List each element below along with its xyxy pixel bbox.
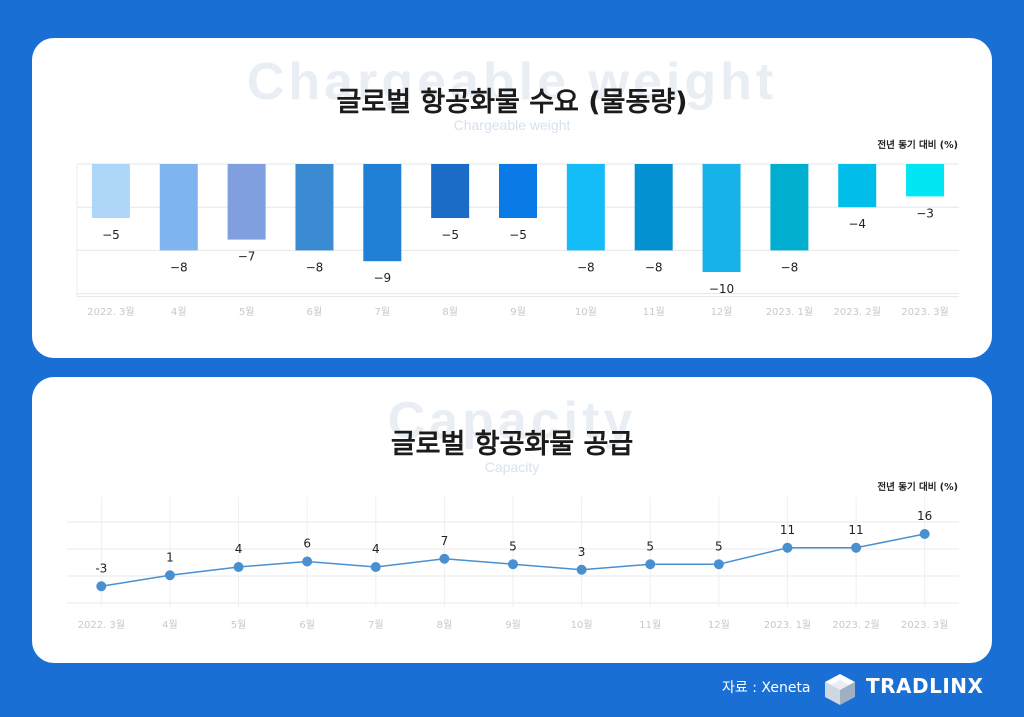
x-tick-label: 8월	[442, 306, 458, 318]
bar	[363, 164, 402, 262]
data-point	[919, 529, 930, 539]
demand-unit-label: 전년 동기 대비 (%)	[877, 140, 958, 151]
point-value-label: 7	[441, 534, 449, 548]
data-point	[576, 564, 587, 575]
bar	[906, 164, 945, 197]
x-tick-label: 11월	[643, 306, 665, 318]
data-point	[851, 542, 862, 553]
capacity-watermark: Capacity	[387, 392, 637, 450]
x-tick-label: 10월	[571, 619, 593, 631]
bar-value-label: −5	[102, 228, 120, 242]
x-tick-label: 7월	[368, 619, 384, 631]
data-point	[96, 581, 107, 592]
point-value-label: 11	[848, 523, 863, 537]
x-tick-label: 8월	[437, 619, 453, 631]
bar	[91, 164, 130, 218]
cube-icon	[825, 674, 855, 705]
bar-value-label: −5	[509, 228, 527, 242]
demand-chart-subtitle: Chargeable weight	[453, 117, 571, 133]
point-value-label: 4	[235, 542, 243, 556]
point-value-label: 16	[917, 509, 932, 523]
x-tick-label: 2022. 3월	[78, 619, 125, 631]
data-point	[508, 559, 518, 570]
demand-chart-card: Chargeable weight 글로벌 항공화물 수요 (물동량) Char…	[32, 38, 992, 358]
bar	[702, 164, 741, 272]
x-tick-label: 2023. 1월	[764, 619, 811, 631]
brand-logo-text: TRADLINX	[866, 674, 984, 698]
bar-value-label: −10	[709, 282, 734, 296]
bar-value-label: −5	[441, 228, 459, 242]
capacity-chart-card: Capacity 글로벌 항공화물 공급 Capacity 전년 동기 대비 (…	[32, 377, 992, 663]
point-value-label: -3	[95, 561, 107, 575]
x-tick-label: 2023. 1월	[766, 306, 813, 318]
x-tick-label: 5월	[231, 619, 247, 631]
data-point	[370, 562, 381, 572]
demand-chart-title: 글로벌 항공화물 수요 (물동량)	[336, 87, 688, 118]
bar	[838, 164, 877, 208]
capacity-unit-label: 전년 동기 대비 (%)	[877, 482, 958, 493]
x-tick-label: 7월	[375, 306, 391, 318]
bar	[227, 164, 266, 240]
demand-watermark: Chargeable weight	[246, 53, 778, 111]
bar	[431, 164, 470, 218]
point-value-label: 6	[303, 537, 311, 551]
x-tick-label: 6월	[299, 619, 315, 631]
bar-value-label: −8	[781, 260, 799, 274]
bar-value-label: −8	[170, 260, 188, 274]
bar	[566, 164, 605, 251]
x-tick-label: 12월	[711, 306, 733, 318]
data-point	[713, 559, 724, 570]
bar-value-label: −8	[306, 260, 324, 274]
data-point	[164, 570, 175, 581]
x-tick-label: 2022. 3월	[87, 306, 134, 318]
bar-value-label: −9	[373, 271, 391, 285]
bar-value-label: −7	[238, 250, 256, 264]
x-tick-label: 9월	[505, 619, 521, 631]
point-value-label: 4	[372, 542, 380, 556]
x-tick-label: 2023. 2월	[834, 306, 881, 318]
bar-value-label: −8	[645, 260, 663, 274]
data-point	[782, 542, 793, 553]
point-value-label: 5	[715, 539, 723, 553]
point-value-label: 5	[646, 539, 654, 553]
x-tick-label: 11월	[639, 619, 661, 631]
point-value-label: 5	[509, 539, 517, 553]
bar	[499, 164, 537, 218]
capacity-line-chart: -3 2022. 3월 1 4월 4 5월 6 6월 4 7월 7 8월 5 9월 3 10월 5 11월 5 12월…	[67, 497, 959, 631]
bar-value-label: −4	[848, 217, 866, 231]
bar-value-label: −3	[916, 206, 934, 220]
data-point	[233, 562, 244, 572]
point-value-label: 3	[578, 545, 586, 559]
x-tick-label: 2023. 3월	[901, 619, 948, 631]
bar-value-label: −8	[577, 260, 595, 274]
x-tick-label: 9월	[510, 306, 526, 318]
bar	[770, 164, 809, 251]
x-tick-label: 10월	[575, 306, 597, 318]
x-tick-label: 2023. 2월	[832, 619, 879, 631]
point-value-label: 11	[780, 523, 795, 537]
x-tick-label: 6월	[307, 306, 323, 318]
data-point	[645, 559, 656, 570]
x-tick-label: 2023. 3월	[901, 306, 948, 318]
bar	[295, 164, 334, 251]
bar	[634, 164, 673, 251]
data-point	[302, 556, 313, 567]
x-tick-label: 4월	[171, 306, 187, 318]
data-point	[439, 553, 450, 564]
demand-bar-chart: −5 2022. 3월 −8 4월 −7 5월 −8 6월 −9 7월 −5 8월 −5 9월 −8 10월 −…	[76, 163, 959, 318]
source-label: 자료 : Xeneta	[722, 680, 811, 696]
capacity-chart-title: 글로벌 항공화물 공급	[390, 429, 634, 460]
point-value-label: 1	[166, 550, 174, 564]
x-tick-label: 5월	[239, 306, 255, 318]
capacity-chart-subtitle: Capacity	[484, 459, 540, 475]
x-tick-label: 4월	[162, 619, 178, 631]
x-tick-label: 12월	[708, 619, 730, 631]
bar	[159, 164, 198, 251]
footer: 자료 : Xeneta TRADLINX	[0, 672, 1024, 706]
